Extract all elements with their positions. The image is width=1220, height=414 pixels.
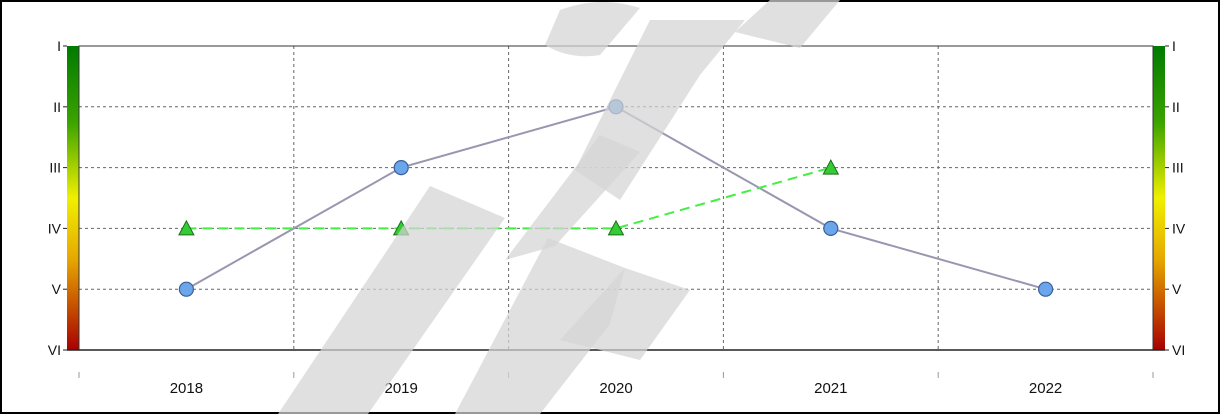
y-tick-label-left: VI [48,342,61,358]
y-tick-label-right: I [1172,38,1176,54]
data-point-triangle [822,159,840,175]
series-line-1 [186,166,832,230]
y-tick-label-left: II [53,99,61,115]
y-tick-label-right: VI [1172,342,1185,358]
data-point-circle [393,160,409,176]
y-tick-label-left: IV [48,220,62,236]
y-tick-label-right: III [1172,160,1184,176]
x-tick-label: 2020 [599,380,632,397]
data-point-circle [1037,281,1054,297]
x-tick-label: 2021 [814,380,847,397]
x-tick-label: 2022 [1029,380,1062,397]
watermark [278,0,840,414]
data-point-circle [178,281,194,297]
y-tick-label-right: II [1172,99,1180,115]
left-color-scale [67,46,79,350]
y-tick-label-right: V [1172,281,1182,297]
x-tick-label: 2019 [385,380,418,397]
y-tick-label-right: IV [1172,220,1186,236]
y-tick-label-left: V [52,281,62,297]
y-tick-label-left: III [49,160,61,176]
data-point-triangle [178,219,195,236]
x-tick-label: 2018 [170,380,203,397]
right-color-scale [1153,46,1165,350]
watermark-logo [278,0,840,414]
y-tick-label-left: I [57,38,61,54]
data-point-triangle [607,219,625,236]
data-point-circle [823,220,839,236]
